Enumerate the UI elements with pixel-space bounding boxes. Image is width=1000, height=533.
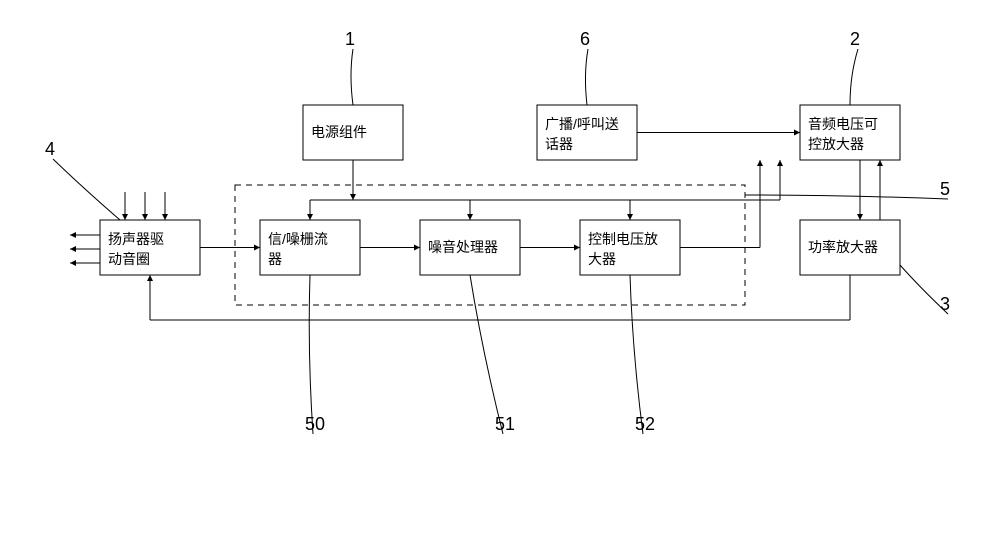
svg-text:2: 2 [850, 29, 860, 49]
svg-text:4: 4 [45, 139, 55, 159]
svg-text:50: 50 [305, 414, 325, 434]
svg-text:控放大器: 控放大器 [808, 136, 864, 152]
svg-text:51: 51 [495, 414, 515, 434]
svg-text:大器: 大器 [588, 251, 616, 267]
svg-text:动音圈: 动音圈 [108, 251, 150, 267]
svg-text:1: 1 [345, 29, 355, 49]
svg-text:噪音处理器: 噪音处理器 [428, 239, 498, 255]
svg-text:话器: 话器 [545, 136, 573, 152]
svg-text:信/噪栅流: 信/噪栅流 [268, 231, 328, 247]
svg-text:控制电压放: 控制电压放 [588, 231, 658, 247]
svg-text:5: 5 [940, 179, 950, 199]
diagram-canvas: 电源组件 广播/呼叫送话器 音频电压可控放大器扬声器驱动音圈 信/噪栅流器 噪音处理器 控… [0, 0, 1000, 533]
svg-text:6: 6 [580, 29, 590, 49]
svg-text:52: 52 [635, 414, 655, 434]
svg-text:音频电压可: 音频电压可 [808, 116, 878, 132]
svg-text:广播/呼叫送: 广播/呼叫送 [545, 116, 619, 132]
svg-text:扬声器驱: 扬声器驱 [108, 231, 164, 247]
svg-text:器: 器 [268, 251, 282, 267]
svg-text:电源组件: 电源组件 [311, 124, 367, 140]
svg-text:功率放大器: 功率放大器 [808, 239, 878, 255]
